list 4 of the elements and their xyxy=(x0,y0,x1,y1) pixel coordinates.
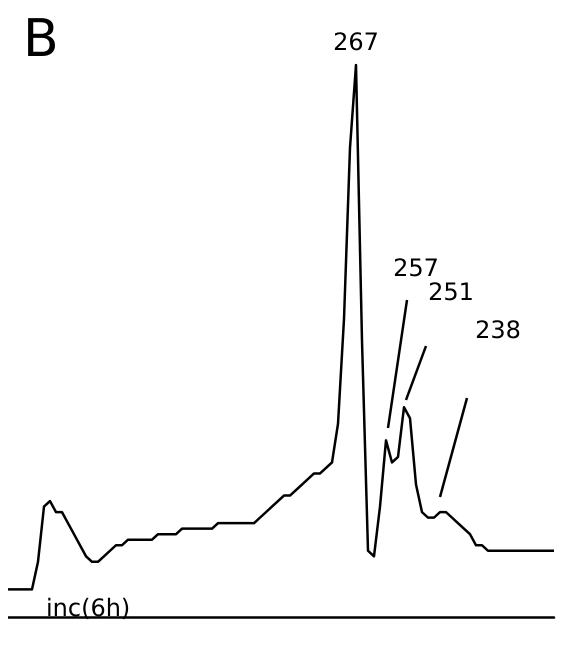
text: 267 xyxy=(333,28,379,56)
annotation: inc(6h) xyxy=(46,594,130,622)
chart-title: B xyxy=(23,9,59,69)
annotation: 238 xyxy=(475,316,521,344)
